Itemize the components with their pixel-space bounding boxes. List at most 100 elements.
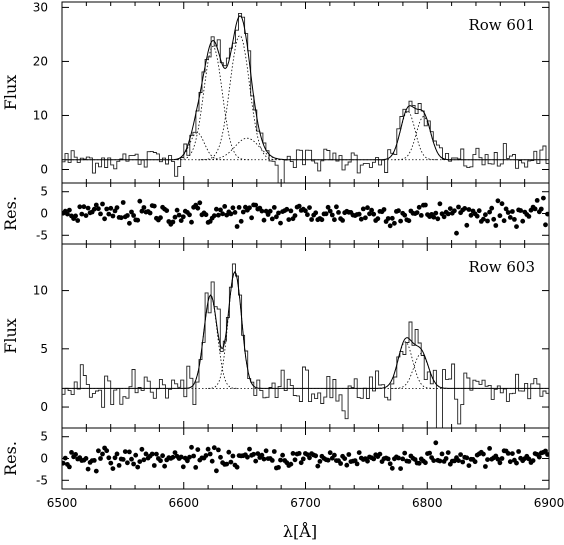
residual-point xyxy=(236,205,242,210)
residual-point xyxy=(416,460,422,466)
y-tick-label: 0 xyxy=(40,162,48,176)
residual-point xyxy=(172,450,178,455)
residual-point xyxy=(505,210,511,215)
residual-point xyxy=(170,219,176,225)
residual-point xyxy=(317,459,323,464)
residual-point xyxy=(518,208,523,213)
residual-point xyxy=(214,468,219,474)
residual-point xyxy=(180,214,186,220)
residual-point xyxy=(433,210,439,216)
residual-point xyxy=(77,204,83,210)
residual-point xyxy=(211,445,217,451)
residual-point xyxy=(545,452,549,457)
residual-point xyxy=(416,204,422,210)
residual-point xyxy=(75,218,81,223)
residual-point xyxy=(406,218,412,224)
residual-point xyxy=(96,448,101,454)
residual-point xyxy=(400,456,406,462)
residual-point xyxy=(226,449,232,455)
y-tick-label: 0 xyxy=(40,400,48,414)
residual-point xyxy=(197,200,203,206)
residual-point xyxy=(385,216,391,221)
residual-point xyxy=(493,223,499,228)
residual-point xyxy=(137,459,143,464)
residual-point xyxy=(360,206,366,212)
residual-point xyxy=(489,205,495,211)
residual-point xyxy=(185,458,190,464)
x-axis-label: λ[Å] xyxy=(283,521,317,541)
total-fit-line xyxy=(62,270,549,389)
residual-point xyxy=(83,456,89,461)
y-axis-label: Res. xyxy=(1,196,20,231)
residual-point xyxy=(269,216,275,222)
residual-point xyxy=(309,217,314,222)
gaussian-component-6 xyxy=(394,116,453,161)
residual-point xyxy=(98,211,103,217)
residual-point xyxy=(126,220,132,226)
residual-point xyxy=(207,451,213,457)
residual-point xyxy=(125,213,130,218)
residual-point xyxy=(125,460,130,466)
residual-point xyxy=(288,208,294,214)
residual-point xyxy=(189,219,194,225)
residual-point xyxy=(271,449,277,454)
gaussian-component-3 xyxy=(376,341,435,389)
residual-point xyxy=(499,201,505,207)
residual-point xyxy=(96,206,101,212)
residual-point xyxy=(385,456,391,462)
residual-point xyxy=(545,211,549,217)
residual-point xyxy=(180,464,186,470)
residual-point xyxy=(402,450,408,456)
residual-point xyxy=(137,198,143,204)
residual-point xyxy=(497,213,503,219)
residual-point xyxy=(276,465,281,470)
residual-point xyxy=(251,451,256,457)
residual-point xyxy=(510,451,515,456)
residual-point xyxy=(292,457,298,463)
residual-point xyxy=(323,211,329,217)
residual-point xyxy=(143,451,149,457)
residual-point xyxy=(216,212,221,218)
residual-point xyxy=(418,213,424,218)
residual-point xyxy=(79,211,85,217)
residual-point xyxy=(340,218,345,223)
residual-point xyxy=(327,208,333,214)
residual-point xyxy=(245,454,250,460)
residual-point xyxy=(230,205,236,211)
residual-point xyxy=(458,452,463,457)
x-tick-label: 6500 xyxy=(47,496,78,510)
residual-point xyxy=(443,456,449,461)
residual-point xyxy=(487,209,492,215)
residual-point xyxy=(91,206,97,212)
residual-point xyxy=(93,468,99,474)
residual-point xyxy=(280,452,285,458)
residual-point xyxy=(238,218,244,224)
residual-point xyxy=(104,206,110,212)
residual-point xyxy=(389,465,395,471)
residual-point xyxy=(329,212,335,218)
residual-point xyxy=(433,440,439,446)
y-tick-label: 0 xyxy=(40,452,48,466)
residual-point xyxy=(276,210,281,216)
x-tick-label: 6600 xyxy=(168,496,199,510)
residual-point xyxy=(83,213,89,219)
residual-point xyxy=(172,214,178,220)
residual-point xyxy=(481,451,486,457)
residual-point xyxy=(377,451,383,457)
residual-point xyxy=(170,454,176,460)
y-axis-label: Res. xyxy=(1,441,20,476)
residual-point xyxy=(332,452,337,458)
residual-point xyxy=(437,458,443,464)
residual-point xyxy=(474,213,480,219)
residual-point xyxy=(367,211,372,217)
residual-point xyxy=(73,213,78,219)
residual-point xyxy=(387,223,393,229)
residual-point xyxy=(526,214,532,219)
residual-point xyxy=(240,209,246,215)
residual-point xyxy=(445,450,451,455)
residual-point xyxy=(135,464,141,470)
residual-point xyxy=(253,458,259,464)
residual-point xyxy=(154,451,159,457)
residual-point xyxy=(332,217,337,223)
